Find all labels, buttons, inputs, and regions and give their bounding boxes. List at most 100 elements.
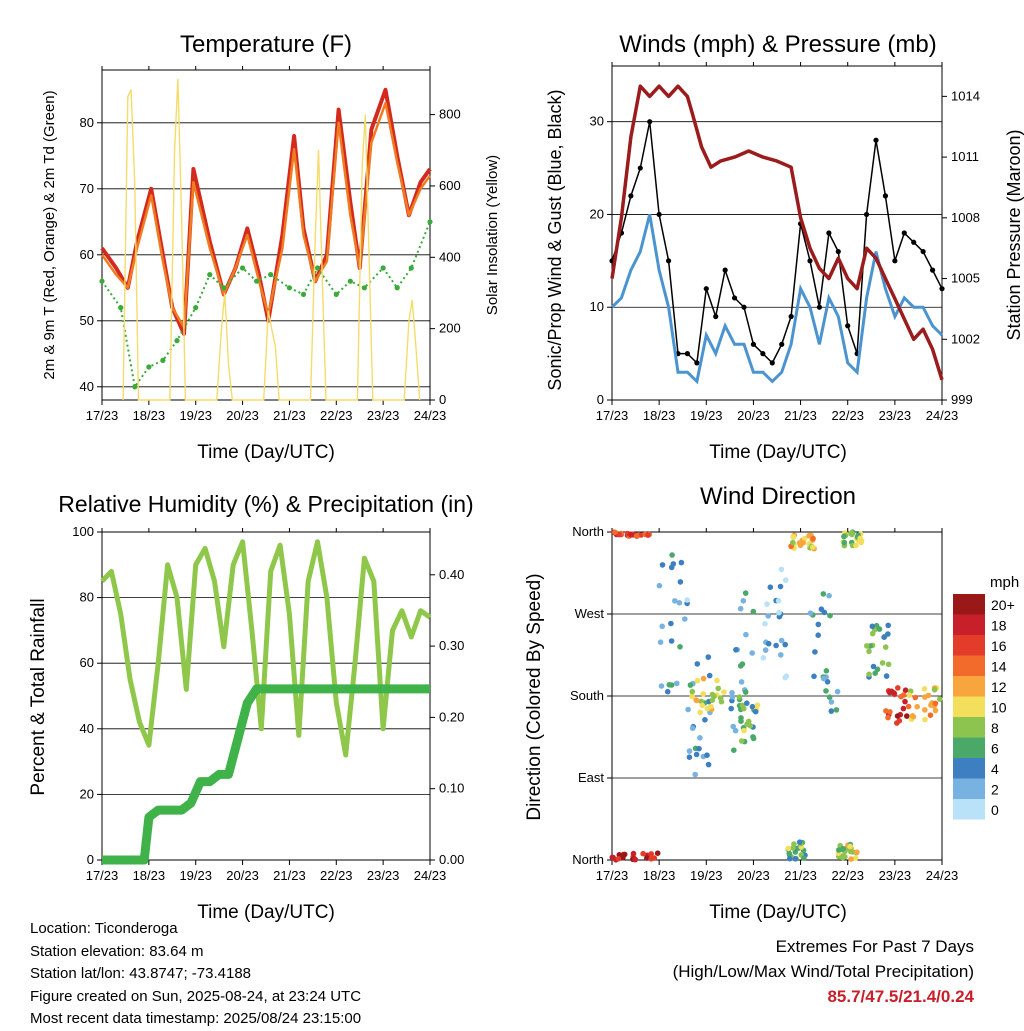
wind-direction-point — [881, 634, 887, 640]
legend-label: 12 — [991, 679, 1007, 695]
gust-line — [611, 121, 943, 365]
winds-ylabel: Sonic/Prop Wind & Gust (Blue, Black) — [545, 89, 565, 390]
wind-direction-point — [900, 705, 907, 712]
wind-direction-point — [787, 855, 793, 862]
wind-direction-point — [895, 685, 901, 691]
wind-direction-point — [810, 535, 816, 542]
wind-direction-point — [848, 530, 855, 536]
y2-tick-label: 600 — [439, 178, 461, 193]
x-tick-label: 24/23 — [926, 408, 959, 423]
wind-direction-point — [711, 693, 717, 700]
winds-panel: Winds (mph) & Pressure (mb) Time (Day/UT… — [545, 31, 1024, 463]
x-tick-label: 18/23 — [133, 868, 166, 883]
dewpoint-point — [118, 305, 124, 311]
legend-label: 4 — [991, 761, 999, 777]
y2-tick-label: 0.40 — [439, 567, 464, 582]
wind-direction-point — [922, 694, 928, 700]
wind-direction-point — [818, 606, 825, 612]
wind-direction-point — [807, 610, 814, 616]
wind-direction-point — [848, 856, 854, 862]
wind-direction-point — [705, 761, 712, 768]
wind-direction-point — [731, 747, 737, 753]
wind-direction-point — [752, 708, 759, 715]
wind-direction-point — [750, 735, 757, 742]
winds-plot-frame — [611, 65, 943, 401]
y-tick-label: 70 — [80, 181, 94, 196]
y2-tick-label: 0 — [439, 392, 446, 407]
wind-direction-point — [900, 692, 907, 698]
x-tick-label: 22/23 — [320, 868, 353, 883]
wind-direction-point — [677, 644, 683, 650]
y-tick-label: 40 — [80, 721, 94, 736]
wind-direction-point — [669, 552, 675, 558]
wind-direction-point — [887, 709, 893, 715]
wind-direction-point — [747, 723, 754, 729]
wind-direction-point — [730, 723, 736, 730]
wind-direction-point — [750, 608, 757, 615]
wind-direction-point — [754, 702, 761, 708]
wind-direction-point — [922, 716, 928, 723]
wind-direction-point — [744, 700, 750, 706]
y2-tick-label: 1005 — [951, 271, 980, 286]
x-tick-label: 19/23 — [690, 408, 723, 423]
y-tick-label: 100 — [72, 524, 94, 539]
wind-direction-point — [904, 713, 910, 719]
legend-swatch — [953, 614, 985, 635]
direction-tick-label: East — [578, 770, 604, 785]
wind-direction-point — [694, 697, 700, 704]
wind-direction-point — [733, 647, 739, 653]
x-tick-label: 17/23 — [596, 408, 629, 423]
wind-direction-point — [694, 661, 701, 667]
x-tick-label: 18/23 — [643, 408, 676, 423]
temperature-2m-line — [100, 87, 432, 336]
wind-direction-point — [672, 598, 678, 604]
dewpoint-point — [347, 278, 353, 284]
extremes-values: 85.7/47.5/21.4/0.24 — [827, 987, 974, 1006]
legend-swatch — [953, 758, 985, 779]
wind-direction-point — [741, 727, 747, 734]
y2-tick-label: 200 — [439, 321, 461, 336]
temperature-title: Temperature (F) — [180, 31, 352, 58]
x-tick-label: 23/23 — [879, 408, 912, 423]
wind-direction-point — [827, 612, 833, 619]
y-tick-label: 60 — [80, 247, 94, 262]
x-tick-label: 23/23 — [367, 408, 400, 423]
wind-direction-point — [852, 855, 859, 861]
wind-direction-point — [896, 718, 903, 724]
legend-swatch — [953, 778, 985, 799]
wind-direction-point — [885, 661, 892, 668]
wind-direction-point — [696, 745, 702, 752]
wind-direction-point — [802, 535, 808, 542]
x-tick-label: 21/23 — [784, 408, 817, 423]
temperature-xlabel: Time (Day/UTC) — [197, 442, 335, 463]
wind-direction-point — [738, 715, 744, 721]
y2-tick-label: 1011 — [951, 149, 979, 164]
wind-direction-point — [801, 855, 807, 861]
wind-direction-point — [668, 620, 674, 627]
x-tick-label: 18/23 — [133, 408, 166, 423]
elevation-text: Station elevation: 83.64 m — [30, 942, 204, 960]
station-info: Location: Ticonderoga Station elevation:… — [30, 918, 361, 1031]
wind-direction-point — [737, 663, 744, 669]
wind-direction-point — [765, 640, 772, 647]
x-tick-label: 17/23 — [596, 868, 629, 883]
humidity-xlabel: Time (Day/UTC) — [197, 902, 335, 923]
wind-direction-point — [885, 631, 891, 637]
wind-direction-point — [668, 682, 675, 688]
wind-direction-point — [743, 631, 749, 638]
wind-direction-point — [676, 600, 683, 606]
wind-direction-point — [764, 601, 770, 607]
wind-direction-point — [782, 674, 788, 681]
wind-direction-point — [739, 738, 745, 744]
wind-direction-point — [821, 675, 827, 682]
y-tick-label: 80 — [80, 590, 94, 605]
wind-direction-point — [910, 713, 917, 720]
legend-swatch — [953, 676, 985, 697]
wind-direction-point — [648, 851, 654, 857]
wind-direction-point — [708, 703, 714, 710]
wind-direction-point — [718, 698, 725, 705]
y2-tick-label: 1014 — [951, 88, 980, 103]
wind-direction-point — [686, 748, 693, 754]
created-text: Figure created on Sun, 2025-08-24, at 23… — [30, 987, 362, 1005]
wind-direction-point — [678, 559, 685, 566]
